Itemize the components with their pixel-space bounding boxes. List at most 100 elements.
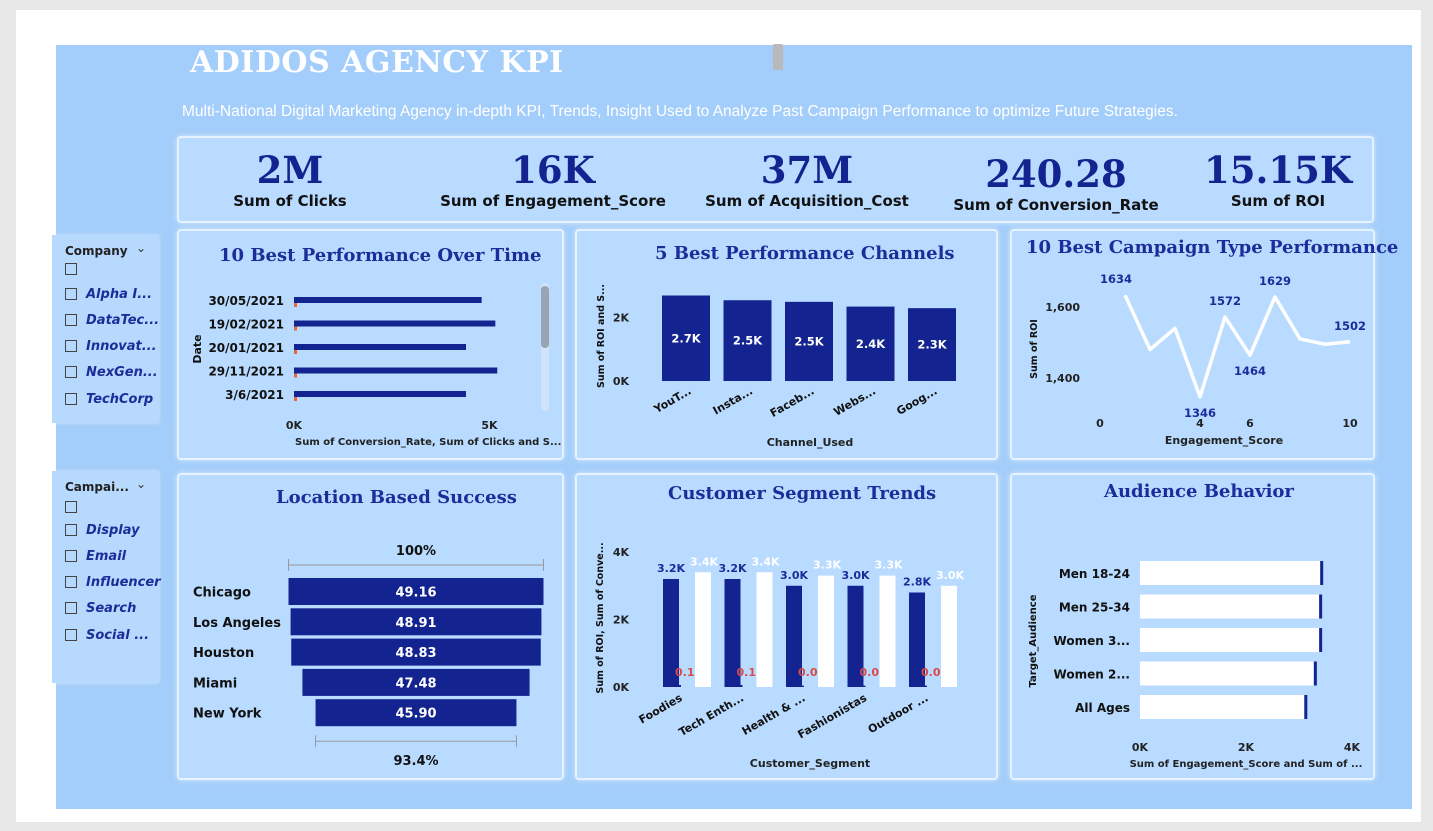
slicer-option[interactable]: DataTec... bbox=[65, 311, 159, 329]
data-label: 47.48 bbox=[395, 676, 436, 691]
category-label: Houston bbox=[193, 646, 254, 661]
slicer-option[interactable]: Innovat... bbox=[65, 337, 157, 355]
data-label: 3.0K bbox=[841, 569, 869, 582]
slicer-option[interactable]: Alpha I... bbox=[65, 285, 152, 303]
chart-card[interactable]: Customer Segment Trends 0K 2K 4K 3.2K 0.1K 3.… bbox=[575, 473, 998, 780]
funnel-bar bbox=[288, 578, 544, 605]
kpi-engagement[interactable]: 16K Sum of Engagement_Score bbox=[440, 148, 666, 210]
x-tick-label: 4 bbox=[1196, 417, 1204, 430]
x-tick-label: 6 bbox=[1246, 417, 1254, 430]
kpi-clicks[interactable]: 2M Sum of Clicks bbox=[200, 148, 380, 210]
bar bbox=[294, 297, 482, 303]
funnel-bar bbox=[290, 608, 542, 636]
data-label: 3.4K bbox=[751, 555, 779, 568]
bar bbox=[847, 585, 864, 687]
bar bbox=[294, 373, 297, 378]
report-subtitle: Multi-National Digital Marketing Agency … bbox=[182, 103, 1178, 120]
x-tick-label: Faceb... bbox=[768, 384, 817, 420]
bar bbox=[294, 367, 498, 374]
chart-title: 10 Best Performance Over Time bbox=[219, 245, 542, 266]
bar bbox=[863, 685, 866, 687]
kpi-conversion-rate[interactable]: 240.28 Sum of Conversion_Rate bbox=[952, 152, 1160, 214]
x-axis-label: Sum of Conversion_Rate, Sum of Clicks an… bbox=[295, 437, 561, 448]
checkbox[interactable] bbox=[65, 393, 77, 405]
checkbox[interactable] bbox=[65, 340, 77, 352]
chart-card[interactable]: 10 Best Performance Over Time 30/05/2021… bbox=[177, 229, 564, 460]
checkbox[interactable] bbox=[65, 366, 77, 378]
slicer-option[interactable] bbox=[65, 498, 86, 516]
x-tick-label: YouT... bbox=[651, 384, 694, 416]
slicer-option[interactable]: Social ... bbox=[65, 626, 149, 644]
checkbox[interactable] bbox=[65, 501, 77, 513]
bar bbox=[723, 300, 772, 381]
x-axis-label: Sum of Engagement_Score and Sum of ... bbox=[1130, 759, 1363, 770]
checkbox[interactable] bbox=[65, 629, 77, 641]
data-label: 2.5K bbox=[794, 334, 824, 348]
checkbox[interactable] bbox=[65, 550, 77, 562]
y-tick-label: 0K bbox=[613, 681, 630, 694]
x-axis-label: Engagement_Score bbox=[1165, 434, 1283, 447]
y-axis-label: Target_Audience bbox=[1028, 594, 1039, 687]
y-tick-label: 20/01/2021 bbox=[208, 341, 284, 355]
x-axis-label: Channel_Used bbox=[767, 436, 854, 449]
kpi-acquisition-cost[interactable]: 37M Sum of Acquisition_Cost bbox=[700, 148, 914, 210]
campaign-slicer: Campai... ⌄ Display Email Influencer Sea… bbox=[52, 471, 161, 683]
x-tick-label: Insta... bbox=[711, 384, 755, 417]
data-label: 49.16 bbox=[395, 586, 436, 601]
page-scroll-handle[interactable] bbox=[773, 44, 783, 70]
slicer-option[interactable]: Display bbox=[65, 521, 140, 539]
chart-card[interactable]: Audience Behavior Men 18-24 Men 25-34 Wome… bbox=[1010, 473, 1375, 780]
data-label: 48.91 bbox=[395, 616, 436, 631]
data-label: 3.4K bbox=[690, 555, 718, 568]
chevron-down-icon[interactable]: ⌄ bbox=[136, 477, 147, 491]
bar bbox=[294, 397, 297, 401]
y-tick-label: Men 18-24 bbox=[1059, 567, 1130, 581]
x-tick-label: Outdoor ... bbox=[866, 691, 931, 736]
data-label: 2.4K bbox=[856, 337, 886, 351]
kpi-roi[interactable]: 15.15K Sum of ROI bbox=[1188, 148, 1368, 210]
slicer-option[interactable]: TechCorp bbox=[65, 390, 153, 408]
chart-title: Location Based Success bbox=[276, 487, 517, 508]
data-label: 2.8K bbox=[903, 576, 931, 589]
category-label: Chicago bbox=[193, 586, 251, 601]
y-tick-label: 4K bbox=[613, 546, 630, 559]
bar bbox=[740, 684, 743, 687]
checkbox[interactable] bbox=[65, 263, 77, 275]
chart-card[interactable]: Location Based Success 100% 49.16 Chicago 4… bbox=[177, 473, 564, 780]
bar bbox=[785, 301, 833, 381]
data-label: 1634 bbox=[1100, 272, 1132, 286]
y-tick-label: 29/11/2021 bbox=[208, 365, 284, 379]
bar bbox=[925, 685, 927, 687]
slicer-option[interactable]: Influencer bbox=[65, 573, 161, 591]
checkbox[interactable] bbox=[65, 602, 77, 614]
chart-title: Audience Behavior bbox=[1104, 481, 1294, 502]
slicer-option[interactable]: NexGen... bbox=[65, 363, 158, 381]
y-tick-label: 0K bbox=[613, 375, 630, 388]
data-label: 2.3K bbox=[917, 338, 947, 352]
y-tick-label: 1,400 bbox=[1045, 372, 1080, 385]
y-tick-label: Women 2... bbox=[1054, 668, 1130, 682]
checkbox[interactable] bbox=[65, 576, 77, 588]
slicer-option[interactable]: Search bbox=[65, 599, 136, 617]
kpi-value: 240.28 bbox=[985, 152, 1127, 196]
slicer-option[interactable]: Email bbox=[65, 547, 126, 565]
checkbox[interactable] bbox=[65, 314, 77, 326]
data-label: 3.3K bbox=[874, 559, 902, 572]
data-label: 3.2K bbox=[657, 562, 685, 575]
kpi-label: Sum of Clicks bbox=[233, 192, 347, 210]
checkbox[interactable] bbox=[65, 288, 77, 300]
chart-card[interactable]: 10 Best Campaign Type Performance 1,400 1… bbox=[1010, 229, 1398, 460]
bar bbox=[802, 685, 804, 687]
data-label: 2.7K bbox=[671, 331, 701, 345]
chevron-down-icon[interactable]: ⌄ bbox=[136, 241, 147, 255]
chart-card[interactable]: 5 Best Performance Channels 0K 2K 2.7K YouT… bbox=[575, 229, 998, 460]
data-label: 3.3K bbox=[813, 559, 841, 572]
bar bbox=[1304, 695, 1308, 719]
slicer-option[interactable] bbox=[65, 260, 86, 278]
channels-chart: 0K 2K 2.7K YouT... 2.5K Insta... 2.5K Faceb... 2… bbox=[596, 284, 956, 449]
segments-chart: 0K2K4K3.2K0.1K3.4KFoodies3.2K0.1K3.4KTec… bbox=[595, 542, 964, 770]
checkbox[interactable] bbox=[65, 524, 77, 536]
bottom-percent: 93.4% bbox=[393, 754, 438, 769]
y-tick-label: 1,600 bbox=[1045, 301, 1080, 314]
kpi-card bbox=[177, 136, 1374, 223]
